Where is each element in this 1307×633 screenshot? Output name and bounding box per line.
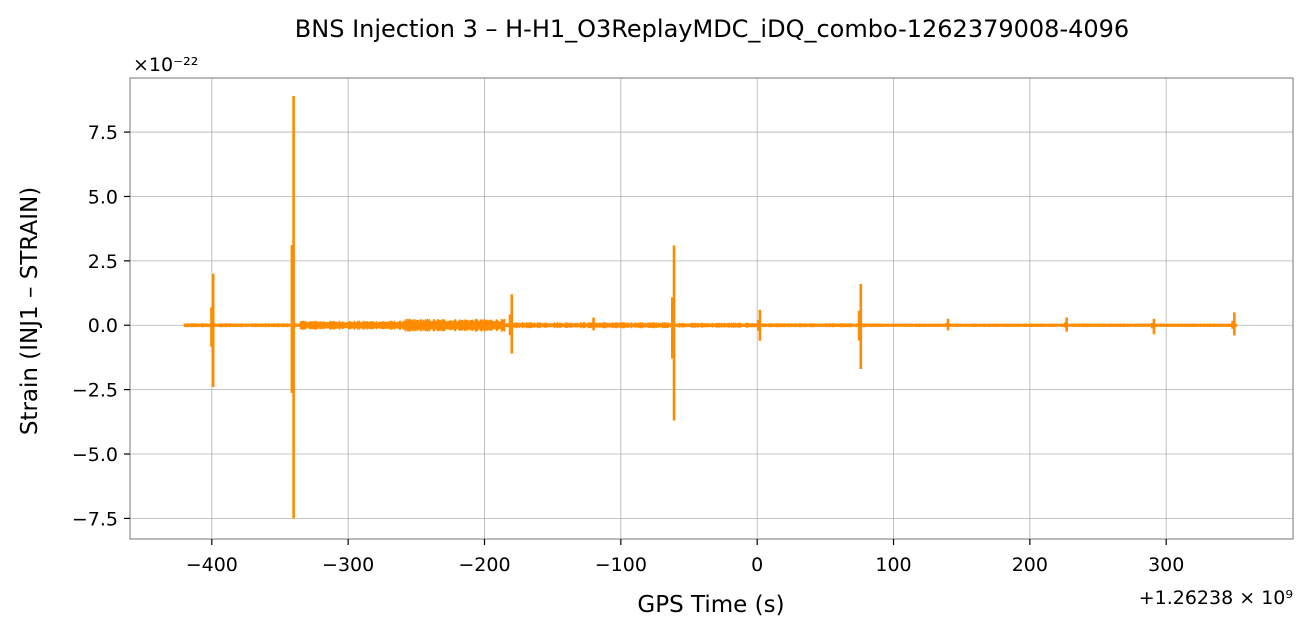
x-offset-text: +1.26238 × 10⁹ [1139,587,1293,609]
plot-area [183,96,1238,519]
strain-spike [1150,318,1156,335]
strain-spike [1063,317,1068,332]
y-tick-label: 7.5 [88,122,118,144]
strain-spike [756,309,762,341]
y-tick-label: 0.0 [88,315,118,337]
x-tick-label: 200 [1012,554,1048,576]
strain-spike [590,317,595,331]
grid [130,78,1293,539]
x-tick-label: −100 [595,554,647,576]
y-tick-label: 5.0 [88,186,118,208]
x-tick-label: −200 [458,554,510,576]
strain-spike [1231,312,1236,336]
y-tick-label: −2.5 [72,380,118,402]
y-tick-label: −5.0 [72,444,118,466]
strain-spike [945,318,950,331]
strain-spike [857,284,863,370]
strain-spike [210,273,215,388]
x-axis: −400 −300 −200 −100 0 100 200 300 [186,539,1184,576]
strain-spike [290,96,295,519]
x-tick-label: −400 [186,554,238,576]
x-axis-label: GPS Time (s) [637,592,784,618]
x-tick-label: −300 [322,554,374,576]
chart-title: BNS Injection 3 – H-H1_O3ReplayMDC_iDQ_c… [295,15,1129,43]
y-tick-label: 2.5 [88,251,118,273]
strain-spike [671,245,676,421]
x-tick-label: 0 [751,554,763,576]
y-axis: −7.5 −5.0 −2.5 0.0 2.5 5.0 7.5 [72,122,130,530]
x-tick-label: 100 [875,554,911,576]
y-axis-label: Strain (INJ1 – STRAIN) [17,187,43,435]
axes-frame [129,77,1294,540]
y-scale-text: ×10⁻²² [133,54,198,76]
x-tick-label: 300 [1148,554,1184,576]
y-tick-label: −7.5 [72,508,118,530]
strain-spike [508,294,514,354]
